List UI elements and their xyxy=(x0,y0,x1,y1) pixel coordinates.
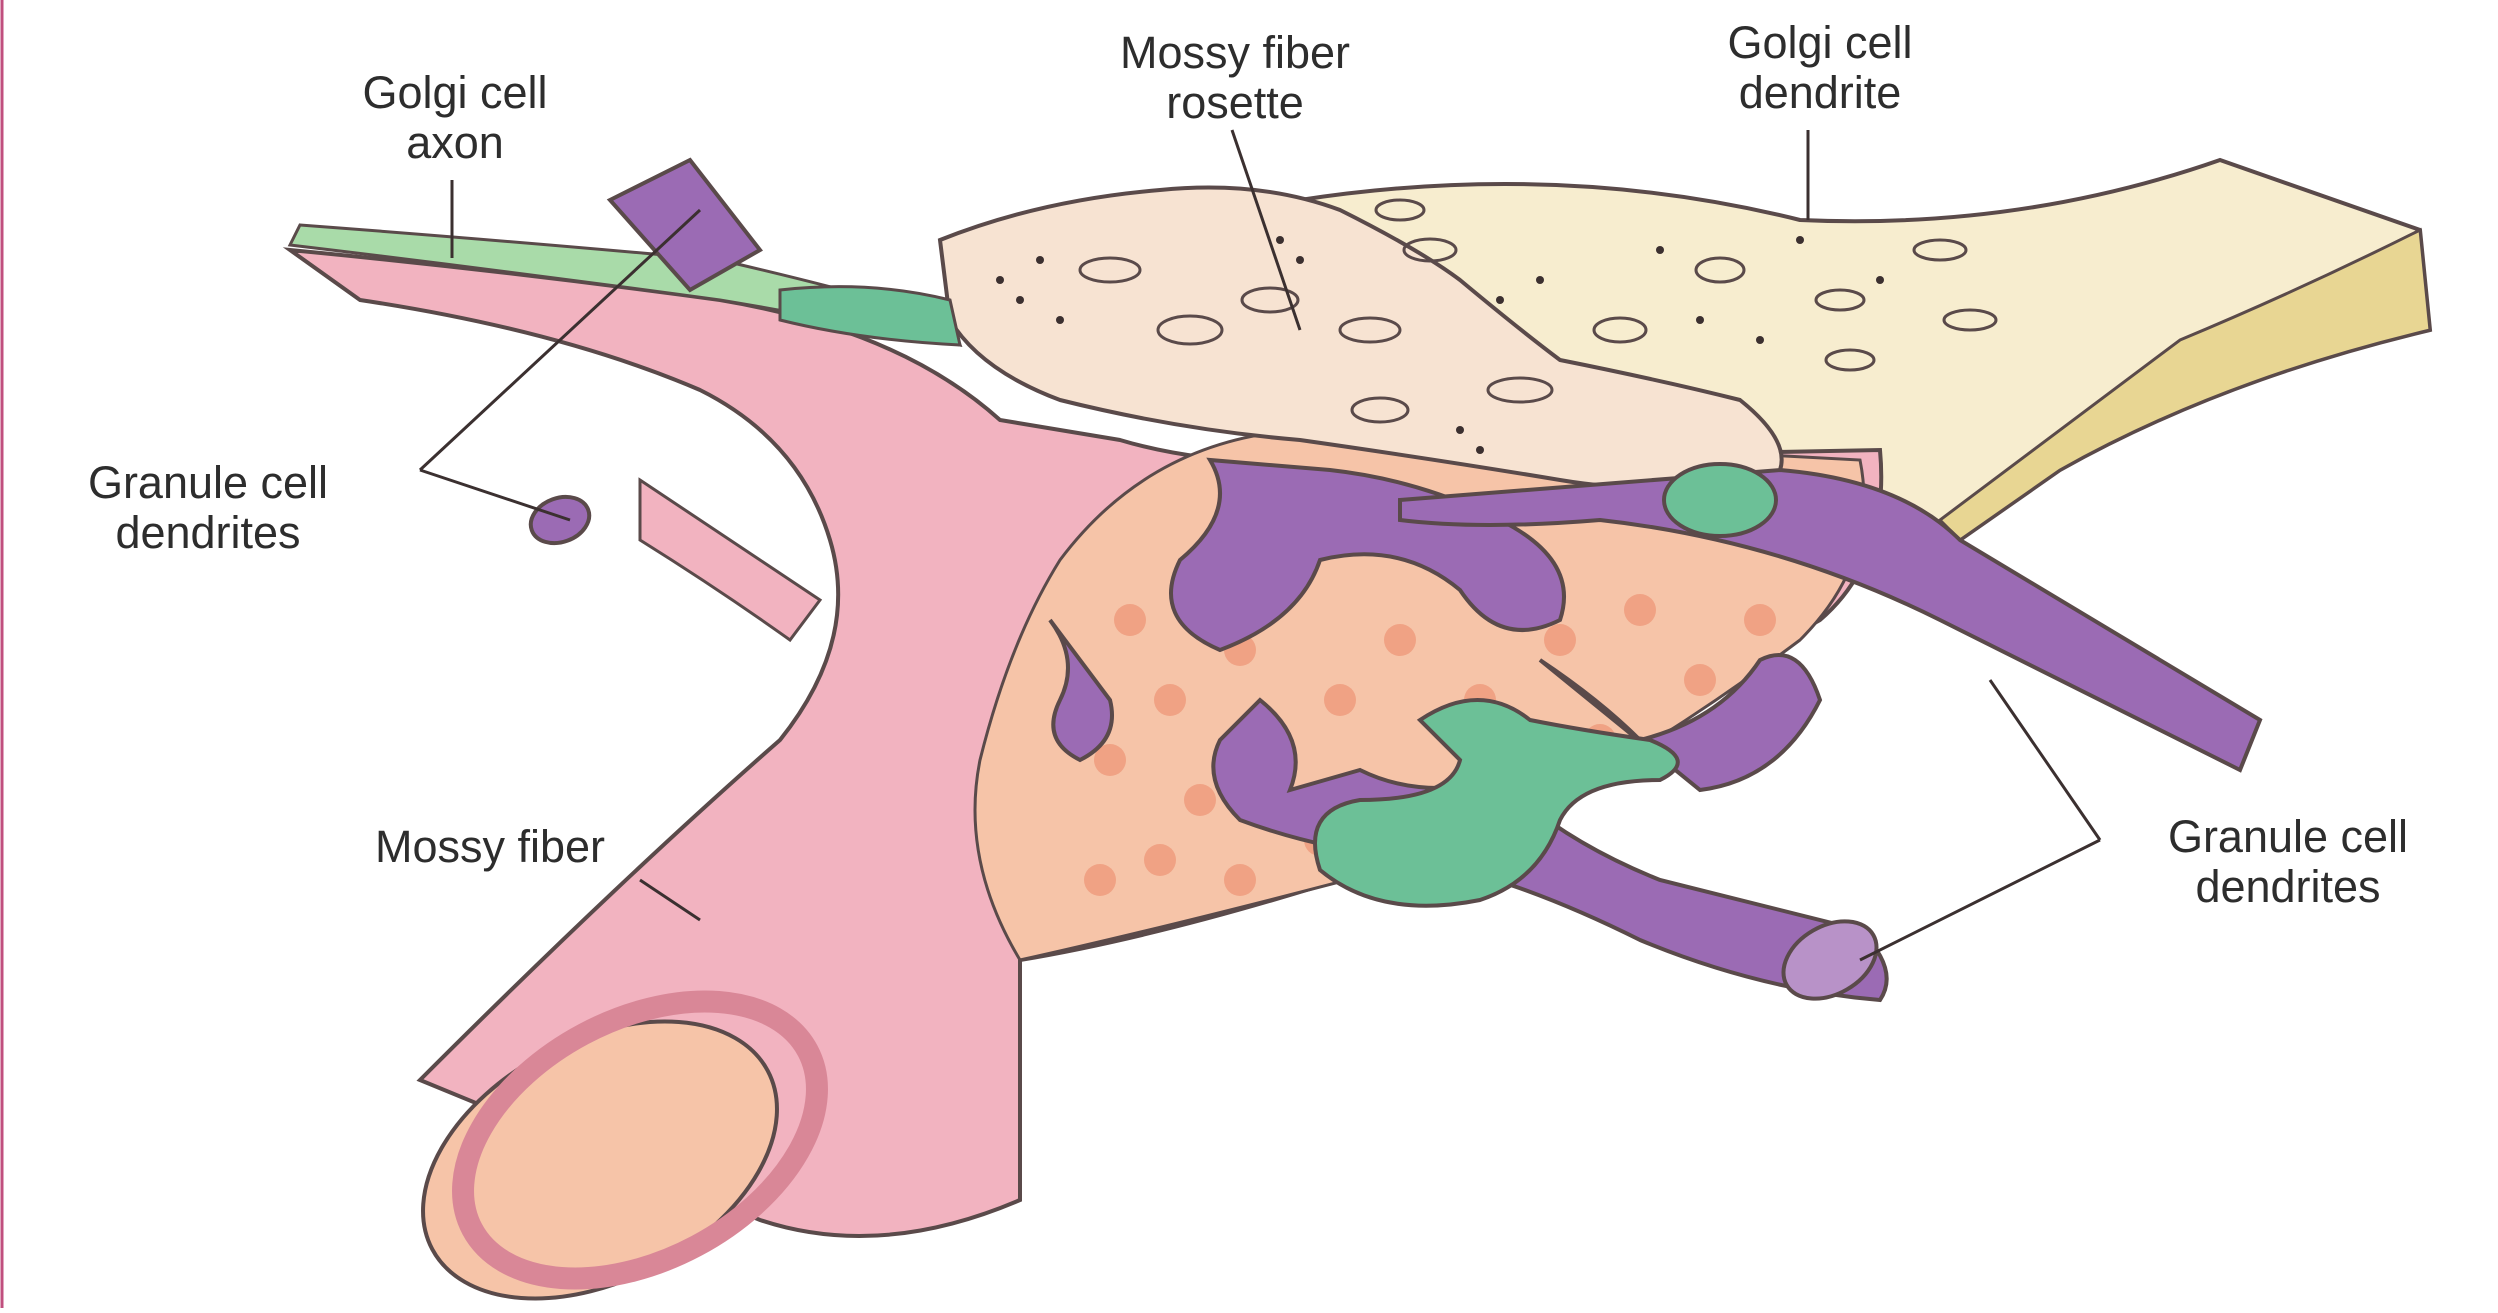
granule-cell-dendrites xyxy=(528,157,2263,1003)
label-rosette-line2: rosette xyxy=(1166,77,1304,128)
label-granule-right-line1: Granule cell xyxy=(2167,811,2409,862)
label-golgi-cell-dendrite: Golgi cell dendrite xyxy=(1670,18,1970,118)
label-granule-cell-dendrites-right: Granule cell dendrites xyxy=(2108,812,2468,912)
label-mossy-fiber: Mossy fiber xyxy=(320,822,660,872)
label-granule-left-line2: dendrites xyxy=(115,507,301,558)
golgi-cell-dendrite xyxy=(1298,157,2433,543)
label-golgi-axon-line1: Golgi cell xyxy=(362,67,548,118)
label-golgi-axon-line2: axon xyxy=(406,117,504,168)
leader-lines xyxy=(418,129,2102,962)
label-mossy-fiber-rosette: Mossy fiber rosette xyxy=(1070,28,1400,128)
label-mossy-fiber-line1: Mossy fiber xyxy=(374,821,606,872)
label-golgi-dendrite-line2: dendrite xyxy=(1738,67,1902,118)
golgi-cell-axon xyxy=(287,223,963,348)
label-granule-left-line1: Granule cell xyxy=(87,457,329,508)
label-rosette-line1: Mossy fiber xyxy=(1119,27,1351,78)
label-golgi-cell-axon: Golgi cell axon xyxy=(300,68,610,168)
golgi-axon-terminal xyxy=(1313,462,1778,908)
mossy-fiber-rosette xyxy=(937,185,1998,490)
label-golgi-dendrite-line1: Golgi cell xyxy=(1727,17,1913,68)
label-granule-cell-dendrites-left: Granule cell dendrites xyxy=(28,458,388,558)
label-granule-right-line2: dendrites xyxy=(2195,861,2381,912)
mitochondria xyxy=(1078,198,1998,424)
rosette-dots xyxy=(996,236,1884,454)
